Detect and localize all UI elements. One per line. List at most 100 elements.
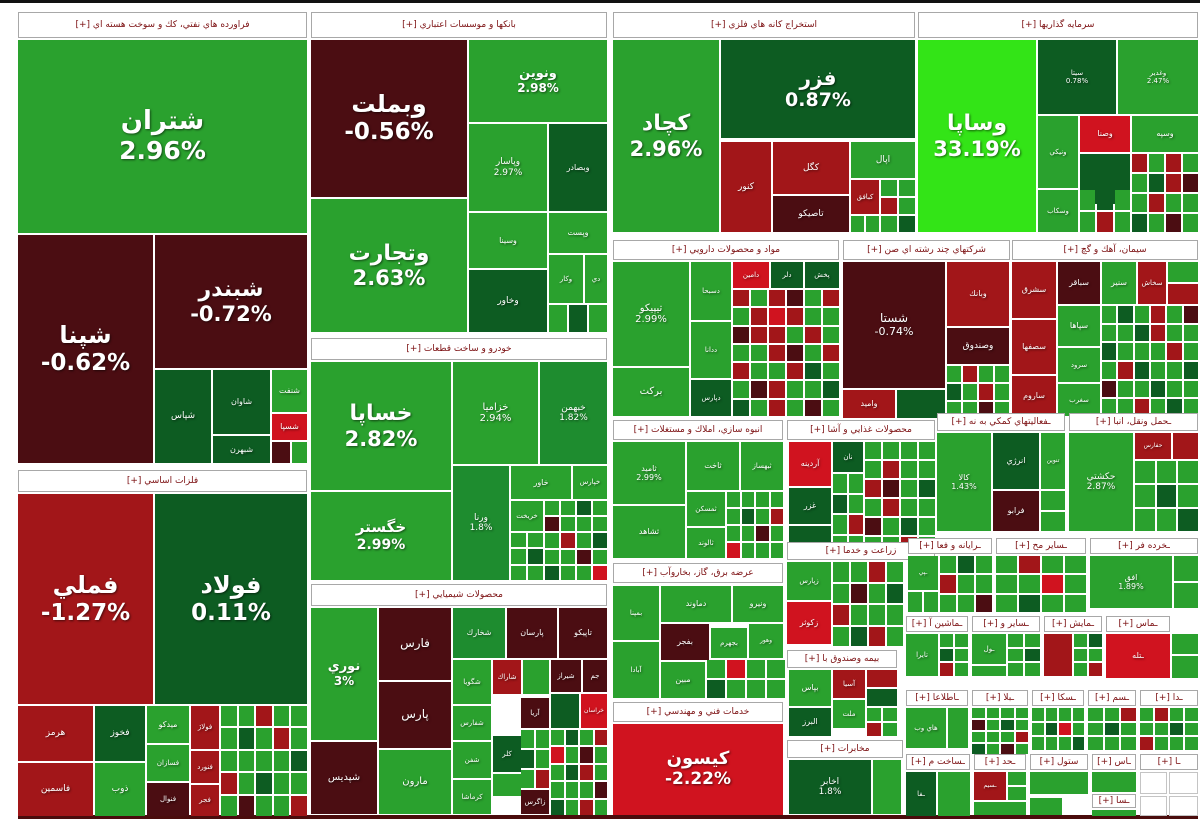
stock-tile-small[interactable] xyxy=(865,461,881,478)
stock-tile-small[interactable] xyxy=(580,747,593,763)
stock-tile[interactable]: ـفا xyxy=(906,772,936,816)
stock-tile-small[interactable] xyxy=(1015,720,1028,730)
stock-tile-small[interactable] xyxy=(851,216,864,232)
stock-tile-small[interactable] xyxy=(1008,787,1026,800)
stock-tile-small[interactable] xyxy=(707,680,725,698)
sector-header[interactable]: فلزات اساسي [+] xyxy=(18,470,307,492)
stock-tile-small[interactable] xyxy=(221,795,237,816)
stock-tile[interactable]: كبافق xyxy=(851,180,879,214)
stock-tile[interactable]: حكشتي 2.87% xyxy=(1069,433,1133,531)
stock-tile-small[interactable] xyxy=(733,381,749,398)
stock-tile-small[interactable] xyxy=(1183,154,1198,172)
stock-tile-small[interactable] xyxy=(1104,708,1120,721)
stock-tile[interactable]: ثشاهد xyxy=(613,506,685,558)
stock-tile-small[interactable] xyxy=(536,750,549,768)
stock-tile[interactable]: وپست xyxy=(549,213,607,253)
stock-tile[interactable]: ددانا xyxy=(691,322,731,378)
stock-tile[interactable]: فخوز xyxy=(95,706,145,761)
stock-tile-small[interactable] xyxy=(577,517,591,532)
stock-tile[interactable]: افق 1.89% xyxy=(1090,556,1172,608)
stock-tile-small[interactable] xyxy=(741,543,754,558)
stock-tile[interactable]: اپال xyxy=(851,142,915,178)
stock-tile-small[interactable] xyxy=(833,562,849,582)
stock-tile[interactable]: شاراك xyxy=(493,660,521,694)
stock-tile-small[interactable] xyxy=(883,708,897,721)
stock-tile-small[interactable] xyxy=(521,770,534,788)
stock-tile-small[interactable] xyxy=(1118,361,1133,379)
stock-tile-small[interactable] xyxy=(823,381,839,398)
stock-tile-small[interactable] xyxy=(1183,399,1198,416)
stock-tile-small[interactable] xyxy=(867,708,881,721)
stock-tile[interactable] xyxy=(974,802,1026,815)
stock-tile-small[interactable] xyxy=(867,670,897,687)
stock-tile-small[interactable] xyxy=(1166,214,1181,232)
stock-tile-small[interactable] xyxy=(958,575,974,593)
stock-tile-small[interactable] xyxy=(221,773,237,794)
stock-tile[interactable]: فرابو xyxy=(993,491,1039,531)
stock-tile-small[interactable] xyxy=(747,680,765,698)
stock-tile[interactable]: دپارس xyxy=(691,380,731,416)
stock-tile-small[interactable] xyxy=(741,526,754,541)
stock-tile-small[interactable] xyxy=(1041,512,1065,531)
stock-tile-small[interactable] xyxy=(751,344,767,362)
stock-tile-small[interactable] xyxy=(1168,262,1198,282)
stock-tile-small[interactable] xyxy=(996,575,1017,593)
stock-tile-small[interactable] xyxy=(1008,663,1023,676)
stock-tile-small[interactable] xyxy=(1059,708,1071,721)
stock-tile-small[interactable] xyxy=(1065,594,1086,612)
stock-tile-small[interactable] xyxy=(238,773,255,794)
stock-tile[interactable] xyxy=(1030,772,1088,794)
stock-tile-small[interactable] xyxy=(521,730,534,748)
stock-tile-small[interactable] xyxy=(545,549,559,564)
stock-tile-small[interactable] xyxy=(1178,461,1198,483)
stock-tile-small[interactable] xyxy=(1132,194,1147,212)
stock-tile-small[interactable] xyxy=(947,384,961,400)
stock-tile-small[interactable] xyxy=(940,556,956,574)
stock-tile-small[interactable] xyxy=(1132,154,1147,172)
stock-tile-small[interactable] xyxy=(1167,399,1182,416)
stock-tile-small[interactable] xyxy=(787,363,803,380)
stock-tile-small[interactable] xyxy=(1174,556,1198,581)
stock-tile-small[interactable] xyxy=(823,344,839,362)
stock-tile-small[interactable] xyxy=(901,461,917,478)
stock-tile-small[interactable] xyxy=(221,706,237,727)
sector-header[interactable]: ستول [+] xyxy=(1030,754,1088,770)
stock-tile[interactable]: ونيرو xyxy=(733,586,783,622)
stock-tile[interactable]: زپارس xyxy=(787,562,831,600)
stock-tile-small[interactable] xyxy=(867,689,897,706)
stock-tile-small[interactable] xyxy=(1042,556,1063,574)
stock-tile[interactable] xyxy=(1092,810,1136,816)
stock-tile-small[interactable] xyxy=(881,180,897,196)
stock-tile-small[interactable] xyxy=(901,499,917,516)
stock-tile-small[interactable] xyxy=(770,509,783,524)
stock-tile-small[interactable] xyxy=(733,326,749,343)
stock-tile[interactable] xyxy=(1169,772,1198,794)
stock-tile[interactable] xyxy=(938,772,970,816)
stock-tile-small[interactable] xyxy=(972,744,985,754)
stock-tile-small[interactable] xyxy=(751,326,767,343)
stock-tile-small[interactable] xyxy=(1025,648,1040,662)
stock-tile-small[interactable] xyxy=(805,308,821,325)
stock-tile-small[interactable] xyxy=(733,290,749,307)
stock-tile[interactable]: تيپيكو 2.99% xyxy=(613,262,689,366)
stock-tile[interactable]: شبهرن xyxy=(213,436,270,463)
stock-tile-small[interactable] xyxy=(565,730,578,746)
stock-tile-small[interactable] xyxy=(238,706,255,727)
stock-tile-small[interactable] xyxy=(972,708,985,718)
stock-tile-small[interactable] xyxy=(849,494,863,513)
stock-tile-small[interactable] xyxy=(1102,399,1117,416)
stock-tile-small[interactable] xyxy=(1170,708,1183,721)
stock-tile-small[interactable] xyxy=(727,680,745,698)
stock-tile-small[interactable] xyxy=(256,773,272,794)
stock-tile-small[interactable] xyxy=(1166,194,1181,212)
stock-tile[interactable]: ـپي xyxy=(908,556,938,590)
stock-tile-small[interactable] xyxy=(833,605,849,625)
stock-tile-small[interactable] xyxy=(901,518,917,535)
stock-tile[interactable]: سپاها xyxy=(1058,306,1100,346)
stock-tile-small[interactable] xyxy=(996,556,1017,574)
stock-tile-small[interactable] xyxy=(1149,194,1164,212)
stock-tile-small[interactable] xyxy=(883,723,897,736)
sector-header[interactable]: محصولات غذايي و آشا [+] xyxy=(787,420,935,440)
stock-tile[interactable]: سرود xyxy=(1058,348,1100,382)
stock-tile-small[interactable] xyxy=(536,770,549,788)
